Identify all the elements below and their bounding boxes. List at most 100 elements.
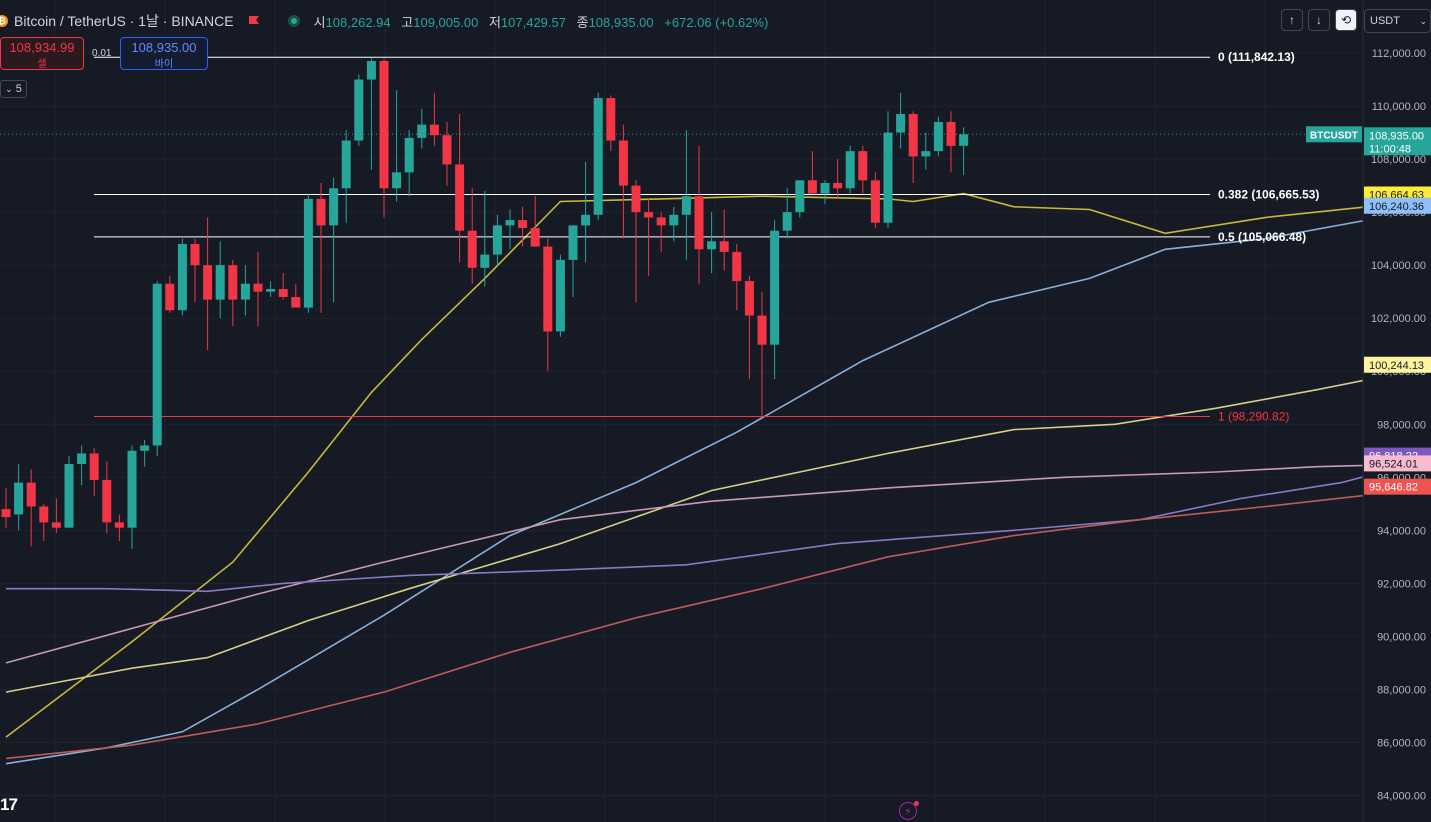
candle-body [933, 121, 943, 152]
candle-body [354, 79, 364, 141]
indicators-toggle[interactable]: ⌄ 5 [0, 80, 27, 98]
candle-body [631, 185, 641, 213]
tradingview-logo-icon[interactable]: 17 [0, 795, 18, 814]
candle-body [404, 137, 414, 173]
candle-body [581, 214, 591, 226]
ma-line-6 [5, 487, 1431, 760]
buy-price: 108,935.00 [131, 40, 197, 55]
candle-body [329, 188, 339, 226]
y-tick-label: 102,000.00 [1371, 313, 1426, 325]
price-tag-value: 100,244.13 [1369, 360, 1424, 372]
flag-icon[interactable] [248, 15, 260, 27]
candle-body [467, 230, 477, 268]
ma-line-2 [5, 207, 1431, 765]
candle-body [140, 445, 150, 451]
candle-body [618, 140, 628, 186]
ohlc-values: 시108,262.94 고109,005.00 저107,429.57 종108… [314, 12, 776, 31]
moving-averages [5, 192, 1431, 765]
candle-body [946, 121, 956, 146]
candle-body [303, 198, 313, 308]
ma-line-4 [5, 462, 1431, 664]
candle-body [883, 132, 893, 223]
symbol-title[interactable]: Bitcoin / TetherUS · 1날 · BINANCE [14, 13, 234, 29]
y-tick-label: 110,000.00 [1372, 101, 1426, 113]
candle-body [795, 180, 805, 213]
y-tick-label: 86,000.00 [1377, 737, 1426, 749]
sell-price: 108,934.99 [9, 40, 75, 55]
candle-body [26, 482, 36, 507]
candle-body [417, 124, 427, 138]
candle-body [896, 114, 906, 133]
price-tag-bg [1364, 455, 1431, 472]
candle-body [165, 283, 175, 311]
y-tick-label: 90,000.00 [1377, 631, 1426, 643]
currency-select[interactable]: USDT ⌄ [1364, 9, 1431, 33]
y-tick-label: 104,000.00 [1371, 260, 1426, 272]
arrow-down-icon[interactable]: ↓ [1308, 9, 1330, 31]
candle-body [492, 225, 502, 255]
replay-icon[interactable]: ⟲ [1335, 9, 1357, 31]
candle-body [266, 289, 276, 292]
candle-body [870, 180, 880, 223]
candle-body [64, 464, 74, 528]
candle-body [203, 265, 213, 300]
price-tags: 108,935.0011:00:48BTCUSDT106,664.63106,2… [1306, 126, 1431, 495]
candle-body [707, 241, 717, 250]
arrow-up-icon[interactable]: ↑ [1281, 9, 1303, 31]
symbol-header[interactable]: ₿ Bitcoin / TetherUS · 1날 · BINANCE 시108… [0, 8, 775, 34]
candle-body [39, 506, 49, 523]
candle-body [606, 98, 616, 141]
candle-body [177, 243, 187, 311]
candle-body [833, 182, 843, 189]
symbol-tag-bg [1306, 126, 1362, 143]
fib-retracement[interactable]: 0 (111,842.13) 0.382 (106,665.53) 0.5 (105… [0, 50, 1363, 424]
candle-body [744, 281, 754, 316]
candle-body [820, 182, 830, 194]
close-value: 108,935.00 [588, 14, 654, 30]
candle-body [114, 522, 124, 528]
fib-label: 0 (111,842.13) [1218, 50, 1295, 64]
candle-body [442, 135, 452, 165]
candle-body [669, 214, 679, 226]
price-tag-bg [1364, 127, 1431, 156]
candle-body [291, 296, 301, 308]
sell-button[interactable]: 108,934.99 셀 [0, 37, 84, 70]
candle-body [366, 60, 376, 80]
candle-body [593, 98, 603, 215]
chevron-down-icon: ⌄ [5, 83, 13, 94]
y-tick-label: 108,000.00 [1371, 154, 1426, 166]
candle-body [959, 134, 969, 146]
candle-body [719, 241, 729, 252]
change-value: +672.06 (+0.62%) [664, 14, 769, 30]
price-tag-time: 11:00:48 [1369, 143, 1411, 155]
y-tick-label: 94,000.00 [1377, 525, 1426, 537]
chart-grid [0, 0, 1363, 822]
candle-body [152, 283, 162, 446]
candle-body [921, 151, 931, 157]
spread-value: 0.01 [92, 48, 112, 59]
price-tag-value: 95,646.82 [1369, 482, 1418, 494]
candle-body [656, 217, 666, 226]
buy-button[interactable]: 108,935.00 바이 [120, 37, 208, 70]
price-tag-bg [1364, 356, 1431, 373]
candle-body [89, 453, 99, 480]
candle-body [480, 254, 490, 268]
price-tag-bg [1364, 197, 1431, 214]
bitcoin-icon: ₿ [0, 15, 8, 27]
candle-body [644, 212, 654, 218]
candle-body [51, 522, 61, 528]
lightning-icon[interactable]: ⚡ [899, 801, 919, 820]
candle-body [127, 450, 137, 528]
candle-body [316, 198, 326, 226]
candle-body [215, 265, 225, 300]
high-value: 109,005.00 [413, 14, 479, 30]
candle-body [102, 479, 112, 523]
price-axis[interactable]: 84,000.00 86,000.00 88,000.00 90,000.00 92,0… [1362, 0, 1431, 822]
market-status-icon[interactable] [287, 15, 300, 27]
candle-body [240, 283, 250, 300]
candle-body [757, 315, 767, 345]
candle-body [681, 196, 691, 215]
low-value: 107,429.57 [500, 14, 566, 30]
candle-body [379, 60, 389, 189]
